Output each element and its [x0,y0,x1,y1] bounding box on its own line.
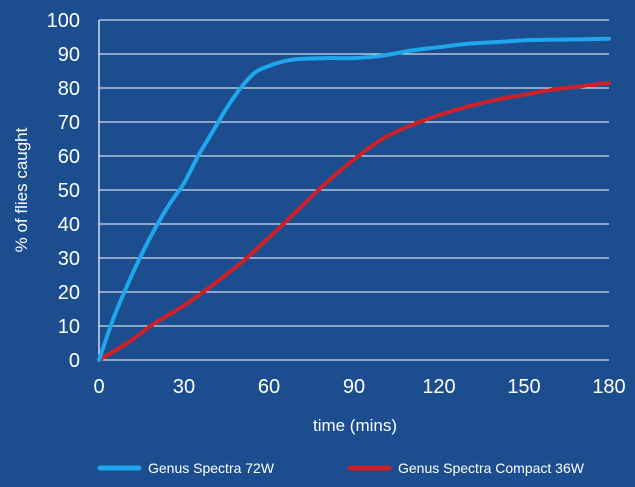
y-tick-label: 20 [58,282,80,304]
series-line-spectra-72w [97,36,611,362]
x-tick-label: 150 [507,376,540,398]
series-lines [97,36,611,362]
y-tick-label: 50 [58,180,80,202]
x-tick-label: 120 [422,376,455,398]
y-tick-label: 70 [58,112,80,134]
x-tick-label: 180 [592,376,625,398]
legend: Genus Spectra 72W Genus Spectra Compact 3… [97,460,585,476]
legend-label: Genus Spectra Compact 36W [398,460,585,476]
y-tick-label: 40 [58,214,80,236]
x-tick-label: 60 [258,376,280,398]
gridlines [99,19,609,361]
x-tick-labels: 0 30 60 90 120 150 180 [93,376,625,398]
x-tick-label: 0 [93,376,104,398]
y-tick-label: 100 [47,10,80,32]
y-tick-label: 0 [69,350,80,372]
y-tick-label: 30 [58,248,80,270]
y-tick-label: 90 [58,44,80,66]
legend-label: Genus Spectra 72W [148,460,275,476]
x-axis-title: time (mins) [313,416,397,435]
series-line-spectra-compact-36w [97,80,611,362]
y-tick-labels: 0 10 20 30 40 50 60 70 80 90 100 [47,10,80,372]
x-tick-label: 90 [343,376,365,398]
y-tick-label: 10 [58,316,80,338]
y-tick-label: 60 [58,146,80,168]
x-tick-label: 30 [173,376,195,398]
y-tick-label: 80 [58,78,80,100]
y-axis-title: % of flies caught [12,127,31,252]
